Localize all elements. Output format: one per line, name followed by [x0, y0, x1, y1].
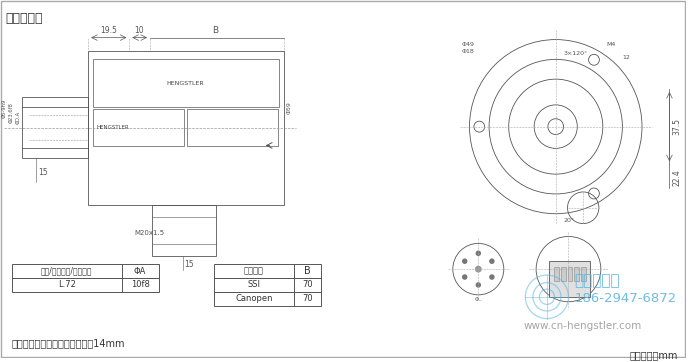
Text: 186-2947-6872: 186-2947-6872 — [575, 292, 677, 305]
Text: 连接：径向: 连接：径向 — [5, 12, 43, 25]
Bar — [93, 109, 184, 147]
Circle shape — [489, 274, 495, 280]
Bar — [568, 267, 573, 281]
Text: 70: 70 — [302, 294, 313, 303]
Text: M20x1.5: M20x1.5 — [134, 230, 164, 236]
Circle shape — [475, 251, 481, 256]
Bar — [22, 97, 88, 158]
Text: L.72: L.72 — [57, 281, 76, 290]
Text: Φ..: Φ.. — [475, 297, 482, 302]
Circle shape — [475, 282, 481, 288]
Bar — [214, 278, 321, 292]
Bar — [12, 278, 159, 292]
Text: 12: 12 — [622, 55, 630, 60]
Bar — [88, 51, 284, 205]
Text: 10: 10 — [134, 26, 144, 35]
Text: 10f8: 10f8 — [131, 281, 150, 290]
Text: B: B — [213, 26, 218, 35]
Circle shape — [462, 258, 468, 264]
Text: 22.4: 22.4 — [673, 170, 681, 186]
Text: 推荐的电缆密封管的螺纹长度：14mm: 推荐的电缆密封管的螺纹长度：14mm — [12, 338, 125, 348]
Text: Φ5-9h9: Φ5-9h9 — [2, 98, 7, 118]
Text: 15: 15 — [184, 260, 194, 269]
Text: 安装/防护等级/轴－代码: 安装/防护等级/轴－代码 — [41, 266, 92, 275]
Text: Φ18: Φ18 — [461, 50, 475, 54]
Text: www.cn-hengstler.com: www.cn-hengstler.com — [524, 321, 642, 332]
Text: SSI: SSI — [247, 281, 260, 290]
Bar — [93, 59, 279, 107]
Text: 70: 70 — [302, 281, 313, 290]
Circle shape — [462, 274, 468, 280]
Text: ΦA: ΦA — [134, 266, 146, 275]
Text: Φ59: Φ59 — [286, 101, 291, 114]
Text: 3×120°: 3×120° — [564, 51, 588, 56]
Bar — [187, 109, 279, 147]
Bar — [554, 267, 559, 281]
Text: HENGSTLER: HENGSTLER — [96, 125, 129, 130]
Text: 电气接口: 电气接口 — [244, 266, 264, 275]
Bar — [152, 205, 216, 256]
Text: 19.5: 19.5 — [100, 26, 117, 35]
Bar — [214, 292, 321, 306]
Text: Φ49: Φ49 — [461, 42, 475, 46]
Text: 37.5: 37.5 — [673, 118, 681, 135]
Bar — [561, 267, 566, 281]
Text: 15: 15 — [38, 168, 48, 177]
Text: ΦD.A: ΦD.A — [15, 111, 21, 125]
Text: 20°: 20° — [564, 218, 575, 223]
Text: 西安德伍拓: 西安德伍拓 — [575, 273, 620, 289]
Text: B: B — [304, 266, 311, 276]
Text: Canopen: Canopen — [235, 294, 272, 303]
Text: 单位尺寸：mm: 单位尺寸：mm — [630, 350, 678, 360]
Circle shape — [475, 266, 482, 273]
Circle shape — [489, 258, 495, 264]
Text: M4: M4 — [607, 42, 616, 46]
Bar — [581, 267, 586, 281]
Text: Φ23.6f8: Φ23.6f8 — [9, 102, 14, 123]
Bar — [214, 264, 321, 278]
Bar — [575, 267, 580, 281]
Bar — [12, 264, 159, 278]
Bar — [549, 261, 590, 297]
Text: HENGSTLER: HENGSTLER — [167, 81, 204, 85]
